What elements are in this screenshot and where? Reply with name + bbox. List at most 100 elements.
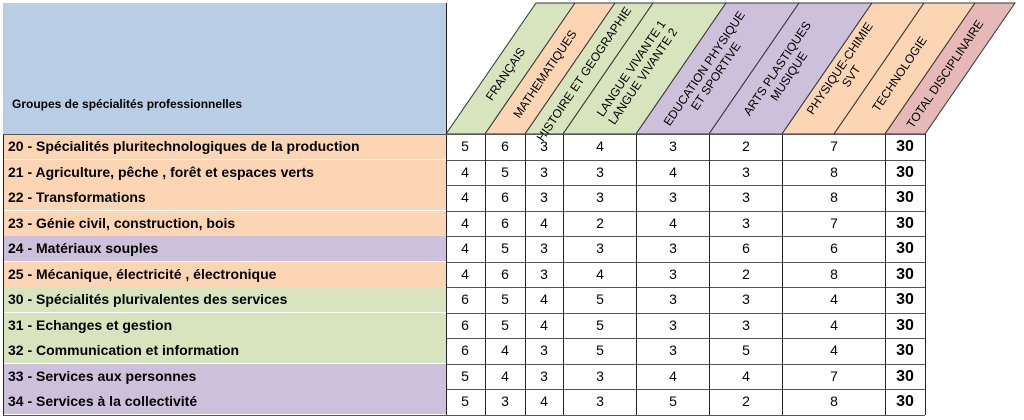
- total-cell: 30: [896, 291, 914, 308]
- column-divider: [525, 134, 526, 415]
- column-divider: [446, 134, 447, 415]
- table-row: 33 - Services aux personnes: [3, 363, 446, 389]
- value-cell: 3: [540, 189, 548, 205]
- value-cell: 5: [501, 316, 509, 333]
- row-label: 30 - Spécialités plurivalentes des servi…: [8, 291, 288, 307]
- column-divider: [709, 134, 710, 415]
- total-cell: 30: [896, 342, 914, 359]
- value-cell: 3: [669, 342, 677, 358]
- row-divider: [3, 312, 925, 314]
- column-divider: [485, 134, 486, 415]
- value-cell: 4: [596, 138, 604, 154]
- row-label: 33 - Services aux personnes: [8, 367, 197, 384]
- total-cell: 30: [896, 189, 914, 206]
- value-cell: 6: [461, 342, 469, 358]
- table-row: 30 - Spécialités plurivalentes des servi…: [3, 287, 446, 312]
- value-cell: 6: [501, 214, 509, 231]
- value-cell: 6: [461, 316, 469, 333]
- value-cell: 7: [830, 367, 838, 384]
- row-divider: [3, 414, 925, 416]
- column-divider: [636, 134, 637, 415]
- row-divider: [3, 159, 925, 161]
- value-cell: 3: [669, 291, 677, 307]
- value-cell: 3: [742, 291, 750, 307]
- value-cell: 7: [830, 138, 838, 154]
- total-cell: 30: [896, 214, 914, 232]
- row-divider: [3, 363, 925, 365]
- row-divider: [3, 261, 925, 263]
- value-cell: 6: [830, 240, 838, 256]
- header-divider: [3, 134, 925, 135]
- table-row: 21 - Agriculture, pêche , forêt et espac…: [3, 159, 446, 185]
- value-cell: 4: [669, 367, 677, 384]
- value-cell: 3: [540, 240, 548, 256]
- column-divider: [782, 134, 783, 415]
- value-cell: 6: [501, 265, 509, 282]
- value-cell: 3: [540, 163, 548, 180]
- value-cell: 2: [742, 393, 750, 409]
- row-label: 22 - Transformations: [8, 189, 146, 205]
- value-cell: 5: [501, 291, 509, 307]
- row-divider: [3, 287, 925, 288]
- row-label: 34 - Services à la collectivité: [8, 393, 198, 409]
- row-label: 23 - Génie civil, construction, bois: [8, 214, 236, 231]
- value-cell: 3: [596, 163, 604, 180]
- value-cell: 4: [540, 393, 548, 409]
- value-cell: 2: [742, 138, 750, 154]
- row-divider: [3, 389, 925, 390]
- value-cell: 5: [461, 393, 469, 409]
- total-cell: 30: [896, 393, 914, 410]
- table-row: 32 - Communication et information: [3, 338, 446, 363]
- value-cell: 3: [669, 316, 677, 333]
- value-cell: 6: [501, 138, 509, 154]
- value-cell: 5: [596, 342, 604, 358]
- column-divider: [885, 134, 886, 415]
- value-cell: 2: [742, 265, 750, 282]
- value-cell: 4: [830, 316, 838, 333]
- table-row: 20 - Spécialités pluritechnologiques de …: [3, 134, 446, 159]
- value-cell: 4: [540, 316, 548, 333]
- value-cell: 4: [596, 265, 604, 282]
- value-cell: 4: [461, 163, 469, 180]
- value-cell: 3: [669, 265, 677, 282]
- total-cell: 30: [896, 163, 914, 181]
- value-cell: 3: [742, 316, 750, 333]
- value-cell: 5: [501, 240, 509, 256]
- value-cell: 3: [596, 367, 604, 384]
- row-label: 24 - Matériaux souples: [8, 240, 159, 256]
- total-cell: 30: [896, 240, 914, 257]
- value-cell: 5: [461, 138, 469, 154]
- row-label: 21 - Agriculture, pêche , forêt et espac…: [8, 163, 315, 180]
- total-cell: 30: [896, 367, 914, 385]
- column-divider: [925, 134, 926, 415]
- value-cell: 6: [501, 189, 509, 205]
- table-row: 31 - Echanges et gestion: [3, 312, 446, 338]
- row-label: 32 - Communication et information: [8, 342, 240, 358]
- value-cell: 4: [830, 291, 838, 307]
- value-cell: 3: [596, 240, 604, 256]
- value-cell: 4: [669, 214, 677, 231]
- value-cell: 4: [461, 265, 469, 282]
- table-row: 23 - Génie civil, construction, bois: [3, 210, 446, 236]
- value-cell: 4: [501, 367, 509, 384]
- row-divider: [3, 210, 925, 212]
- value-cell: 5: [669, 393, 677, 409]
- value-cell: 3: [669, 189, 677, 205]
- value-cell: 3: [742, 214, 750, 231]
- row-label: 20 - Spécialités pluritechnologiques de …: [8, 138, 360, 154]
- table-row: 25 - Mécanique, électricité , électroniq…: [3, 261, 446, 287]
- total-cell: 30: [896, 316, 914, 334]
- value-cell: 4: [669, 163, 677, 180]
- table-row: 22 - Transformations: [3, 185, 446, 210]
- value-cell: 2: [596, 214, 604, 231]
- value-cell: 3: [669, 138, 677, 154]
- value-cell: 8: [830, 163, 838, 180]
- row-header-cell: Groupes de spécialités professionnelles: [3, 3, 447, 135]
- row-divider: [3, 338, 925, 339]
- value-cell: 6: [461, 291, 469, 307]
- value-cell: 4: [461, 214, 469, 231]
- table-row: 34 - Services à la collectivité: [3, 389, 446, 414]
- value-cell: 3: [540, 342, 548, 358]
- value-cell: 3: [596, 393, 604, 409]
